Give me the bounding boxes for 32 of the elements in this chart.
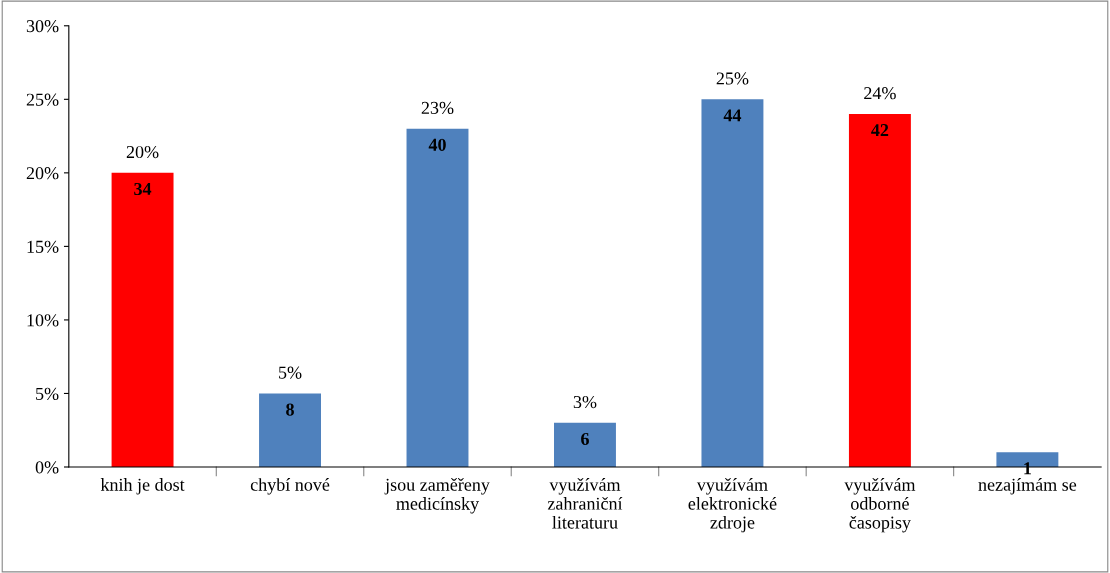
y-tick-label: 20%: [26, 167, 59, 180]
annotation: 44: [723, 109, 742, 122]
data-label: 25%: [716, 72, 749, 85]
y-tick-label: 30%: [26, 20, 59, 33]
annotation: 40: [428, 138, 446, 151]
bar: [111, 172, 174, 467]
x-tick-label: chybí nové: [250, 478, 330, 495]
data-label: 24%: [864, 87, 896, 100]
y-tick-label: 5%: [36, 387, 59, 400]
x-tick-label: využívám odborné časopisy: [844, 478, 916, 533]
annotation: 42: [871, 124, 889, 137]
data-label: 20%: [126, 145, 159, 159]
bar: [406, 128, 469, 467]
bar: [554, 422, 616, 467]
bar: [701, 99, 764, 467]
x-tick-label: využívám elektronické zdroje: [688, 478, 777, 533]
y-tick-label: 25%: [26, 93, 59, 106]
bar: [259, 393, 321, 467]
annotation: 6: [581, 432, 589, 446]
data-label: 3%: [573, 395, 597, 409]
data-label: 5%: [279, 366, 302, 379]
annotation: 8: [286, 403, 294, 416]
x-tick-label: využívám zahraniční literaturu: [547, 478, 623, 529]
annotation: 34: [134, 182, 152, 196]
data-label: 23%: [421, 101, 454, 115]
x-tick-label: nezajímám se: [978, 478, 1077, 495]
y-tick-label: 10%: [27, 314, 59, 327]
x-tick-label: knih je dost: [100, 478, 185, 495]
y-tick-label: 15%: [27, 240, 59, 253]
y-tick-label: 0%: [35, 461, 59, 474]
x-tick-label: jsou zaměřeny medicínsky: [384, 478, 490, 514]
bar: [848, 114, 911, 467]
